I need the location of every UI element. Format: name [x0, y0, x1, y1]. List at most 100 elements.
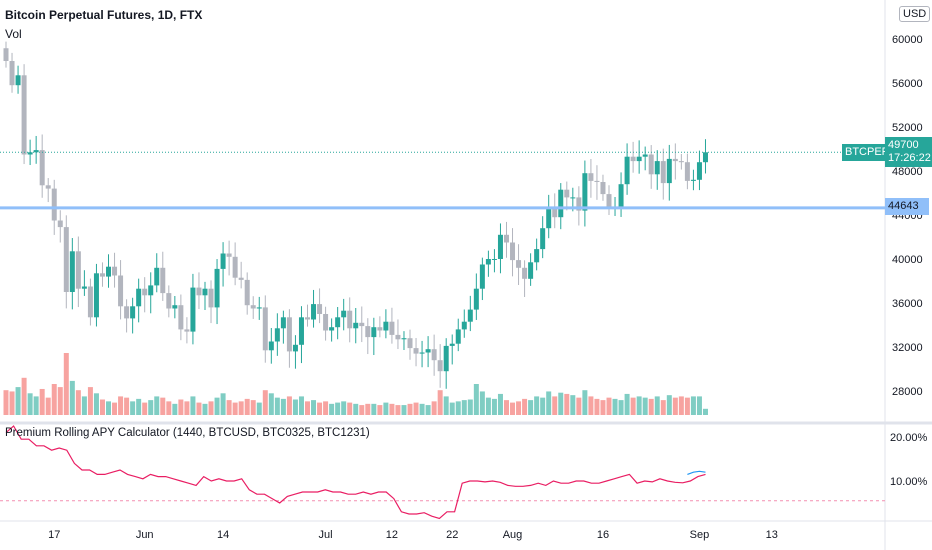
candle-body: [214, 268, 220, 308]
candle-body: [473, 288, 479, 310]
volume-bar: [678, 396, 684, 415]
candle-body: [431, 349, 437, 361]
candle-body: [136, 288, 142, 307]
candle-body: [87, 286, 93, 318]
candle-body: [413, 348, 419, 354]
chart-title: Bitcoin Perpetual Futures, 1D, FTX: [5, 8, 203, 22]
volume-bar: [81, 396, 87, 415]
volume-bar: [184, 401, 190, 415]
volume-bar: [516, 401, 522, 415]
candle-body: [522, 267, 528, 279]
volume-bar: [624, 393, 630, 415]
volume-bar: [15, 387, 21, 415]
volume-bar: [594, 398, 600, 415]
candle-body: [160, 267, 166, 294]
candle-body: [311, 304, 317, 320]
volume-bar: [630, 397, 636, 415]
candle-body: [624, 156, 630, 185]
apy-tick-label: 20.00%: [890, 432, 928, 444]
candle-body: [27, 152, 33, 155]
candle-body: [106, 266, 112, 277]
candle-body: [648, 154, 654, 175]
volume-bar: [244, 398, 250, 415]
candle-body: [238, 277, 244, 280]
y-tick-label: 56000: [892, 78, 923, 90]
volume-bar: [425, 405, 431, 415]
volume-bar: [286, 396, 292, 415]
volume-bar: [238, 401, 244, 415]
volume-bar: [666, 395, 672, 415]
candle-body: [582, 173, 588, 211]
volume-bar: [75, 390, 81, 415]
volume-bar: [106, 401, 112, 415]
volume-bar: [702, 408, 708, 415]
candle-body: [528, 262, 534, 279]
candle-body: [588, 173, 594, 181]
volume-bar: [27, 393, 33, 415]
volume-bar: [232, 402, 238, 415]
volume-bar: [510, 402, 516, 415]
candle-body: [142, 288, 148, 296]
candle-body: [341, 310, 347, 318]
candle-body: [274, 328, 280, 342]
candle-body: [21, 75, 27, 155]
currency-button[interactable]: USD: [899, 6, 931, 22]
volume-bar: [449, 402, 455, 415]
candle-body: [347, 310, 353, 329]
volume-bar: [335, 402, 341, 415]
candle-body: [395, 334, 401, 340]
candle-body: [666, 158, 672, 184]
candle-body: [57, 220, 63, 228]
x-tick-label: Sep: [690, 529, 710, 541]
candle-body: [99, 273, 105, 277]
volume-bar: [582, 390, 588, 415]
volume-bar: [690, 396, 696, 415]
candle-body: [455, 329, 461, 344]
volume-bar: [33, 396, 39, 415]
candle-body: [148, 285, 154, 296]
volume-bar: [497, 393, 503, 415]
volume-bar: [443, 396, 449, 415]
volume-bar: [9, 391, 15, 415]
candle-body: [702, 152, 708, 163]
y-tick-label: 32000: [892, 342, 923, 354]
volume-bar: [461, 400, 467, 415]
candle-body: [220, 253, 226, 269]
candle-body: [642, 154, 648, 157]
volume-bar: [642, 397, 648, 415]
candle-body: [630, 156, 636, 162]
volume-bar: [214, 397, 220, 415]
volume-bar: [292, 399, 298, 415]
volume-bar: [118, 396, 124, 415]
volume-bar: [329, 403, 335, 415]
candle-body: [365, 326, 371, 338]
volume-bar: [534, 396, 540, 415]
volume-bar: [347, 402, 353, 415]
volume-bar: [473, 384, 479, 415]
volume-bar: [208, 401, 214, 415]
volume-bar: [220, 393, 226, 415]
candle-body: [606, 194, 612, 208]
candle-body: [485, 259, 491, 265]
candle-body: [497, 234, 503, 259]
candle-body: [546, 208, 552, 229]
candle-body: [389, 321, 395, 335]
volume-bar: [479, 391, 485, 415]
candle-body: [172, 305, 178, 309]
volume-bar: [455, 401, 461, 415]
candle-body: [292, 344, 298, 352]
x-tick-label: 12: [386, 529, 398, 541]
volume-bar: [546, 391, 552, 415]
candle-body: [443, 345, 449, 372]
volume-bar: [618, 400, 624, 415]
volume-bar: [172, 403, 178, 415]
volume-bar: [377, 405, 383, 415]
candle-body: [124, 306, 130, 319]
volume-bar: [148, 400, 154, 415]
volume-bar: [353, 403, 359, 415]
candle-body: [503, 234, 509, 243]
volume-legend: Vol: [5, 27, 22, 41]
candle-body: [696, 162, 702, 180]
candle-body: [208, 288, 214, 308]
